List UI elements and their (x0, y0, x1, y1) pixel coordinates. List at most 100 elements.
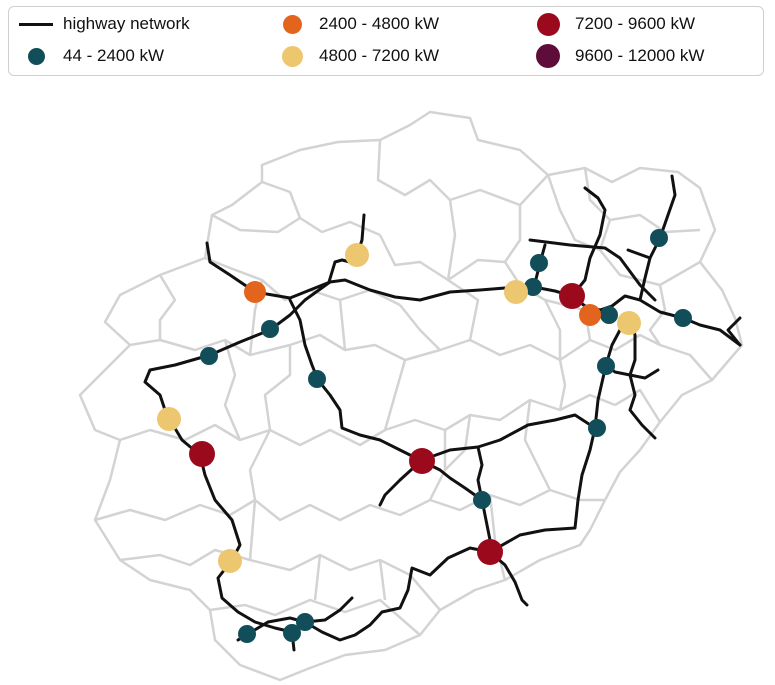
boundary (209, 598, 421, 636)
station-2400-4800kw (579, 304, 601, 326)
highway-network (143, 174, 742, 652)
station-44-2400kw (238, 625, 256, 643)
highway (626, 248, 652, 260)
boundary (248, 429, 272, 501)
station-44-2400kw (473, 491, 491, 509)
boundary (248, 499, 257, 561)
legend-label: 9600 - 12000 kW (575, 46, 705, 65)
boundary (523, 399, 552, 491)
highway (488, 314, 632, 554)
station-4800-7200kw (617, 311, 641, 335)
legend-item-class-4: 7200 - 9600 kW (529, 12, 695, 36)
station-4800-7200kw (218, 549, 242, 573)
station-44-2400kw (650, 229, 668, 247)
station-2400-4800kw (244, 281, 266, 303)
boundary (444, 414, 472, 471)
boundary (263, 345, 292, 431)
legend-item-class-2: 2400 - 4800 kW (273, 12, 439, 36)
dot-swatch-class-1 (27, 47, 45, 65)
boundary (399, 304, 561, 362)
station-4800-7200kw (157, 407, 181, 431)
highway (303, 546, 492, 642)
highway (476, 445, 484, 502)
highway (570, 186, 607, 298)
station-44-2400kw (530, 254, 548, 272)
boundary (211, 213, 381, 237)
highway (528, 238, 657, 302)
boundary (447, 278, 480, 341)
boundary (648, 284, 713, 381)
highway (658, 174, 677, 240)
dot-swatch-class-3 (281, 45, 303, 67)
boundary (488, 494, 507, 581)
boundary (158, 274, 177, 340)
dot-swatch-class-5 (536, 44, 560, 68)
dot-swatch-class-2 (282, 14, 302, 34)
district-boundaries (78, 110, 744, 682)
boundary (94, 498, 256, 522)
station-4800-7200kw (504, 280, 528, 304)
station-7200-9600kw (189, 441, 215, 467)
highway (488, 550, 529, 607)
station-44-2400kw (674, 309, 692, 327)
legend-item-highway-network: highway network (17, 12, 190, 36)
station-44-2400kw (261, 320, 279, 338)
boundary (269, 359, 407, 447)
boundary (338, 299, 347, 351)
boundary (546, 174, 601, 252)
boundary (429, 488, 605, 512)
outer-border (78, 110, 744, 682)
legend-item-class-1: 44 - 2400 kW (17, 44, 164, 68)
boundary (558, 359, 567, 411)
highway (143, 280, 354, 634)
boundary (119, 423, 271, 442)
station-44-2400kw (283, 624, 301, 642)
legend-item-class-3: 4800 - 7200 kW (273, 44, 439, 68)
highway (288, 298, 492, 554)
station-44-2400kw (308, 370, 326, 388)
station-44-2400kw (597, 357, 615, 375)
boundary (559, 333, 661, 362)
boundary (378, 234, 506, 282)
boundary (249, 553, 441, 611)
highway (726, 316, 742, 347)
legend-label: 4800 - 7200 kW (319, 46, 440, 65)
station-44-2400kw (200, 347, 218, 365)
highway (628, 373, 657, 440)
station-7200-9600kw (477, 539, 503, 565)
boundary (503, 205, 522, 263)
map-legend: highway network 44 - 2400 kW 2400 - 4800… (8, 6, 764, 76)
station-44-2400kw (296, 613, 314, 631)
boundary (223, 339, 242, 441)
boundary (313, 554, 322, 601)
station-7200-9600kw (559, 283, 585, 309)
boundary (376, 139, 549, 207)
charging-stations (157, 229, 692, 643)
legend-item-class-5: 9600 - 12000 kW (529, 44, 704, 68)
highway (638, 236, 662, 302)
boundary (204, 256, 401, 307)
boundary (289, 333, 441, 362)
boundary (583, 167, 701, 234)
boundary (614, 388, 662, 423)
highway (205, 241, 742, 347)
boundary (384, 393, 616, 432)
boundary (254, 498, 431, 522)
legend-label: 44 - 2400 kW (63, 46, 165, 65)
boundary (261, 180, 302, 219)
legend-label: highway network (63, 14, 190, 33)
station-7200-9600kw (409, 448, 435, 474)
dot-swatch-class-4 (536, 12, 560, 36)
station-44-2400kw (524, 278, 542, 296)
highway (378, 458, 424, 507)
legend-label: 7200 - 9600 kW (575, 14, 696, 33)
boundary (378, 559, 387, 601)
highway (420, 413, 597, 462)
station-4800-7200kw (345, 243, 369, 267)
boundary (598, 219, 701, 287)
station-44-2400kw (600, 306, 618, 324)
station-44-2400kw (588, 419, 606, 437)
legend-label: 2400 - 4800 kW (319, 14, 440, 33)
boundary (129, 338, 291, 357)
